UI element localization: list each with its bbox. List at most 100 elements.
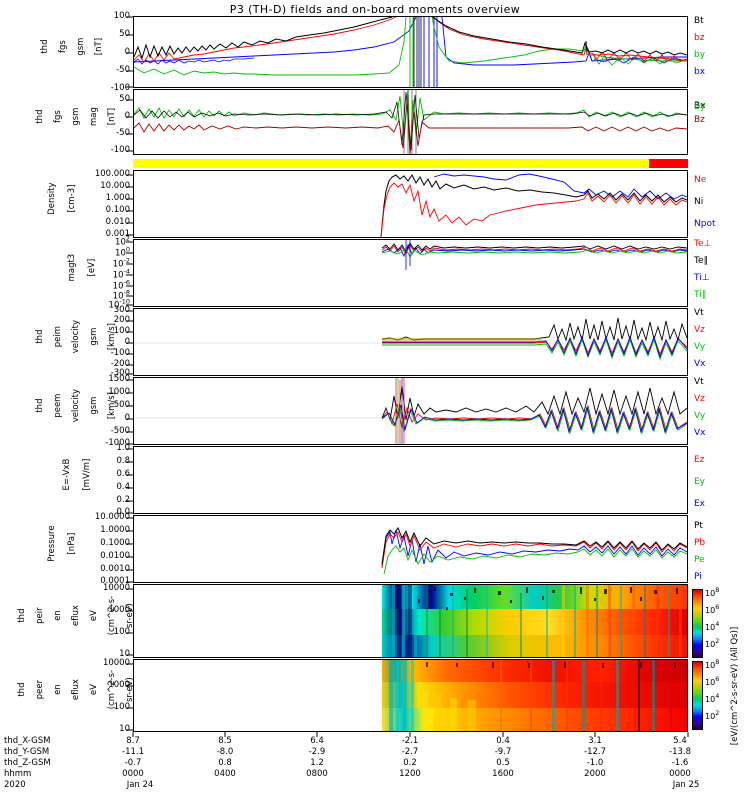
ylabel-line: magt3 <box>67 253 77 282</box>
legend-item: Vt <box>694 308 704 318</box>
ylabel-line: (cm^2-s- <box>107 595 117 636</box>
xcol-value: 1200 <box>399 769 421 779</box>
legend-item: Bx <box>694 101 706 111</box>
panel-fgs-gsm <box>133 16 688 88</box>
exp: -8 <box>123 288 130 297</box>
panel-peir-eflux <box>133 584 688 658</box>
legend-item: Ti⊥ <box>694 273 710 283</box>
ytick: 0.001 <box>105 229 130 239</box>
panel-peer-yticks: 10000 1000 100 10 <box>78 658 130 734</box>
ylabel-line: peer <box>35 679 45 700</box>
ytick: -300 <box>110 368 130 378</box>
ytick: 0.010 <box>105 217 130 227</box>
ylabel-line: Pressure <box>47 525 57 562</box>
xcol-value: -13.8 <box>669 747 691 757</box>
ytick: 0.0100 <box>100 551 130 561</box>
ylabel-line: [nT] <box>107 107 117 126</box>
ytick: 1000 <box>108 680 130 690</box>
xcol-value: 0800 <box>306 769 328 779</box>
ytick: -1000 <box>105 438 130 448</box>
legend-item: Ex <box>694 499 706 509</box>
ytick: 10000 <box>102 658 130 668</box>
panel-efield-ylabel: E=-VxB [mV/m] <box>52 446 102 514</box>
ytick: 100 <box>113 702 130 712</box>
ytick: 10-10 <box>108 297 130 311</box>
ytick: -50 <box>116 65 130 75</box>
legend-item: Pe <box>694 555 705 565</box>
colorbar-tick: 104 <box>705 692 720 704</box>
ytick: 0 <box>124 337 130 347</box>
ylabel-line: eflux <box>71 679 81 701</box>
legend-item: Ti∥ <box>694 290 707 300</box>
xcol-value: -2.7 <box>401 747 419 757</box>
panel-fgs-gsm-mag <box>133 89 688 155</box>
ytick: 10 <box>119 649 130 659</box>
xcol-value: -11.1 <box>122 747 144 757</box>
ytick: 0.0010 <box>100 564 130 574</box>
xcol-value: 5.4 <box>673 736 687 746</box>
xcol-value: Jan 24 <box>126 780 154 790</box>
ytick: 0.4 <box>116 482 130 492</box>
ylabel-line: peir <box>35 607 45 624</box>
xcol-value: 1600 <box>492 769 514 779</box>
ytick: 10 <box>119 724 130 734</box>
xcol-value: 2000 <box>584 769 606 779</box>
xcol-value: -1.6 <box>671 758 689 768</box>
colorbar-tick: 108 <box>705 586 720 598</box>
x-axis-table: thd_X-GSM thd_Y-GSM thd_Z-GSM hhmm 2020 … <box>0 736 750 798</box>
ylabel-line: sr-eV) <box>125 603 135 628</box>
panel-fgs-gsm-mag-yticks: 50 0 -50 -100 <box>85 89 130 155</box>
panel-density-yticks: 100.000 10.000 1.000 0.100 0.010 0.001 <box>62 169 130 239</box>
xcol-value: -2.9 <box>308 747 326 757</box>
panel-peer-ylabel: thd peer en eflux eV (cm^2-s- sr-eV) <box>9 658 144 732</box>
exp: 8 <box>715 658 720 667</box>
xcol-value: Jan 25 <box>672 780 700 790</box>
ytick: 500 <box>113 400 130 410</box>
ytick: 0.0001 <box>100 576 130 586</box>
ytick: 50 <box>119 29 130 39</box>
ytick: -100 <box>110 348 130 358</box>
colorbar-tick: 104 <box>705 620 720 632</box>
legend-item: Pt <box>694 521 703 531</box>
exp: 6 <box>715 675 720 684</box>
panel-fgs-gsm-mag-ylabel: thd fgs gsm mag [nT] <box>27 89 126 155</box>
exp: 2 <box>715 709 720 718</box>
ylabel-line: gsm <box>76 37 86 56</box>
ylabel-line: [km/s] <box>107 392 117 420</box>
ylabel-line: Density <box>47 182 57 215</box>
panel-peim-velocity-yticks: 300 200 100 0 -100 -200 -300 <box>85 305 130 378</box>
xcol-value: 6.4 <box>310 736 324 746</box>
legend-item: by <box>694 50 706 60</box>
xcol-value: 0.4 <box>496 736 510 746</box>
ylabel-line: mag <box>89 107 99 127</box>
panel-peir-yticks: 10000 1000 100 10 <box>78 583 130 659</box>
ylabel-line: thd <box>35 329 45 344</box>
ytick: 50 <box>119 94 130 104</box>
ylabel-line: thd <box>40 39 50 54</box>
exp: 0 <box>125 245 130 254</box>
ytick: 10.0000 <box>94 512 130 522</box>
ytick: 1000 <box>108 605 130 615</box>
legend-item: Ez <box>694 455 705 465</box>
ylabel-line: eV <box>89 610 99 622</box>
xcol-value: -9.7 <box>494 747 512 757</box>
status-bar <box>133 159 688 168</box>
xcol-value: 0.5 <box>496 758 510 768</box>
ytick: 100.000 <box>94 169 130 179</box>
legend-item: Vz <box>694 325 705 335</box>
panel-density <box>133 170 688 238</box>
xrow-label: thd_X-GSM <box>4 736 51 746</box>
xcol-value: -2.1 <box>401 736 419 746</box>
colorbar-peir <box>692 589 703 658</box>
page-title: P3 (TH-D) fields and on-board moments ov… <box>229 3 521 16</box>
ylabel-line: [nT] <box>94 37 104 56</box>
legend-item: Vz <box>694 394 705 404</box>
ytick: 0.2 <box>116 495 130 505</box>
xcol-value: -8.0 <box>216 747 234 757</box>
legend-item: Vy <box>694 342 706 352</box>
ytick: 10-8 <box>112 288 130 302</box>
exp: 8 <box>715 586 720 595</box>
ytick: 10.000 <box>100 181 130 191</box>
legend-item: Te⊥ <box>694 239 712 249</box>
